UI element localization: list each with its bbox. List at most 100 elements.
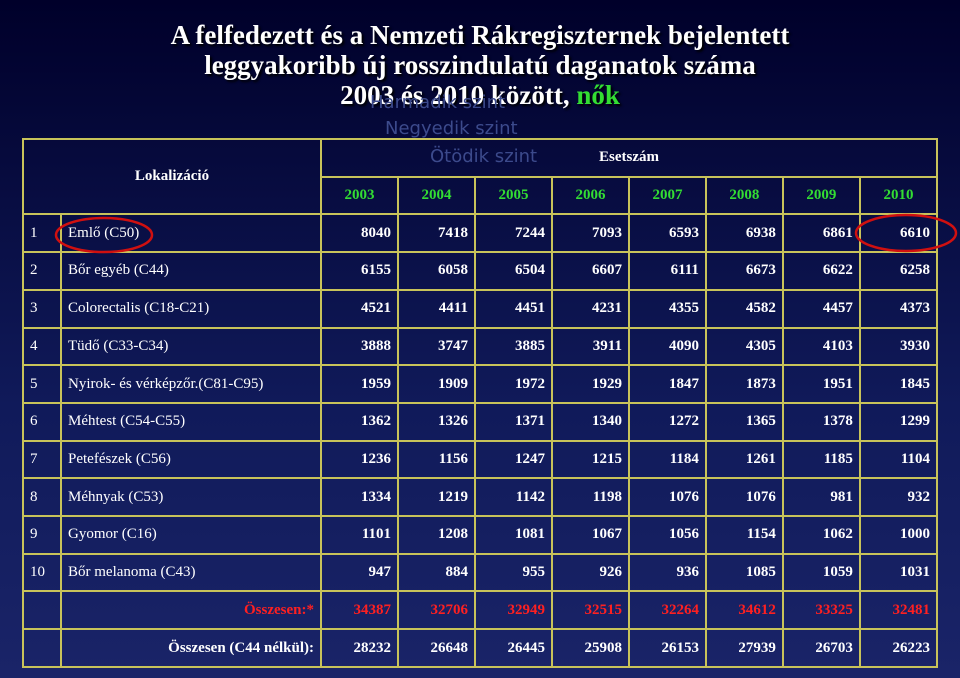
name-cell: Méhnyak (C53)	[59, 477, 323, 518]
total-value: 28232	[320, 628, 399, 668]
rank-cell: 6	[22, 401, 62, 442]
name-cell: Nyirok- és vérképzőr.(C81-C95)	[59, 364, 323, 404]
total-value: 32706	[397, 590, 476, 631]
table-row: 9 Gyomor (C16) 1101 1208 1081 1067 1056 1154 106…	[22, 515, 939, 555]
value-cell: 1371	[473, 401, 553, 442]
table-row: 2 Bőr egyéb (C44) 6155 6058 6504 6607 6111 6673…	[22, 251, 939, 291]
total-value: 32949	[473, 590, 553, 631]
value-cell: 1362	[320, 401, 399, 442]
value-cell: 4457	[781, 288, 861, 329]
total-value: 33325	[781, 590, 861, 631]
total-value: 32481	[858, 590, 939, 631]
value-cell: 4103	[781, 326, 861, 367]
table-row: 1 Emlő (C50) 8040 7418 7244 7093 6593 6938 6861 6…	[22, 213, 939, 254]
table-row: 4 Tüdő (C33-C34) 3888 3747 3885 3911 4090 4305 4…	[22, 326, 939, 367]
value-cell: 947	[320, 552, 399, 593]
value-cell: 1076	[704, 477, 784, 518]
value-cell: 1261	[704, 439, 784, 480]
total-value: 34387	[320, 590, 399, 631]
value-cell: 3888	[320, 326, 399, 367]
rank-cell: 10	[22, 552, 62, 593]
year-header: 2009	[781, 175, 861, 216]
value-cell: 1972	[473, 364, 553, 404]
value-cell: 981	[781, 477, 861, 518]
name-cell: Bőr egyéb (C44)	[59, 251, 323, 291]
header-group: Esetszám	[320, 138, 938, 178]
value-cell: 1326	[397, 401, 476, 442]
total-row: Összesen (C44 nélkül): 28232 26648 26445 259…	[22, 628, 939, 668]
header-label: Lokalizáció	[21, 137, 323, 216]
title-line: 2003 és 2010 között, nők	[0, 80, 960, 110]
total-value: 26153	[627, 628, 707, 668]
name-cell: Petefészek (C56)	[59, 439, 323, 480]
value-cell: 3930	[858, 326, 939, 367]
empty-cell	[22, 590, 62, 631]
value-cell: 1156	[397, 439, 476, 480]
value-cell: 6258	[858, 251, 939, 291]
value-cell: 1219	[397, 477, 476, 518]
name-cell: Tüdő (C33-C34)	[59, 326, 323, 367]
value-cell: 1845	[858, 364, 939, 404]
title-highlight: nők	[576, 80, 620, 110]
value-cell: 1951	[781, 364, 861, 404]
value-cell: 1929	[550, 364, 630, 404]
year-header: 2006	[550, 175, 630, 216]
value-cell: 1104	[858, 439, 939, 480]
total-value: 26648	[397, 628, 476, 668]
value-cell: 1272	[627, 401, 707, 442]
name-cell: Bőr melanoma (C43)	[59, 552, 323, 593]
value-cell: 4373	[858, 288, 939, 329]
rank-cell: 9	[22, 515, 62, 555]
table-row: 5 Nyirok- és vérképzőr.(C81-C95) 1959 1909 1…	[22, 364, 939, 404]
value-cell: 4521	[320, 288, 399, 329]
table-row: 6 Méhtest (C54-C55) 1362 1326 1371 1340 1272 13…	[22, 401, 939, 442]
data-table: Lokalizáció Esetszám 2003 2004 2005 2006 2007 2…	[21, 137, 939, 668]
year-header: 2004	[397, 175, 476, 216]
value-cell: 3911	[550, 326, 630, 367]
value-cell: 6058	[397, 251, 476, 291]
total-value: 32515	[550, 590, 630, 631]
table-row: 7 Petefészek (C56) 1236 1156 1247 1215 1184 126…	[22, 439, 939, 480]
title-line: leggyakoribb új rosszindulatú daganatok …	[204, 50, 756, 80]
rank-cell: 4	[22, 326, 62, 367]
value-cell: 1959	[320, 364, 399, 404]
value-cell: 8040	[320, 213, 399, 254]
title-line: A felfedezett és a Nemzeti Rákregisztern…	[170, 20, 790, 50]
rank-cell: 1	[22, 213, 62, 254]
total-value: 26703	[781, 628, 861, 668]
value-cell: 1085	[704, 552, 784, 593]
value-cell: 1101	[320, 515, 399, 555]
value-cell: 1334	[320, 477, 399, 518]
value-cell: 1208	[397, 515, 476, 555]
title-text: 2003 és 2010 között,	[340, 80, 570, 110]
total-value: 27939	[704, 628, 784, 668]
name-cell: Gyomor (C16)	[59, 515, 323, 555]
value-cell: 884	[397, 552, 476, 593]
value-cell: 4411	[397, 288, 476, 329]
year-row: 2003 2004 2005 2006 2007 2008 2009 2010	[23, 175, 939, 216]
name-cell: Emlő (C50)	[59, 213, 323, 254]
value-cell: 1000	[858, 515, 939, 555]
value-cell: 3885	[473, 326, 553, 367]
value-cell: 932	[858, 477, 939, 518]
year-header: 2007	[627, 175, 707, 216]
rank-cell: 7	[22, 439, 62, 480]
value-cell: 1873	[704, 364, 784, 404]
value-cell: 4355	[627, 288, 707, 329]
value-cell: 3747	[397, 326, 476, 367]
slide-title: A felfedezett és a Nemzeti Rákregisztern…	[0, 20, 960, 110]
empty-cell	[22, 628, 62, 668]
value-cell: 955	[473, 552, 553, 593]
rank-cell: 8	[22, 477, 62, 518]
value-cell: 1299	[858, 401, 939, 442]
value-cell: 936	[627, 552, 707, 593]
rank-cell: 3	[22, 288, 62, 329]
table-row: 10 Bőr melanoma (C43) 947 884 955 926 936 1085 1…	[22, 552, 939, 593]
value-cell: 6861	[781, 213, 861, 254]
value-cell: 1031	[858, 552, 939, 593]
value-cell: 6673	[704, 251, 784, 291]
value-cell: 926	[550, 552, 630, 593]
value-cell: 1847	[627, 364, 707, 404]
value-cell: 4451	[473, 288, 553, 329]
